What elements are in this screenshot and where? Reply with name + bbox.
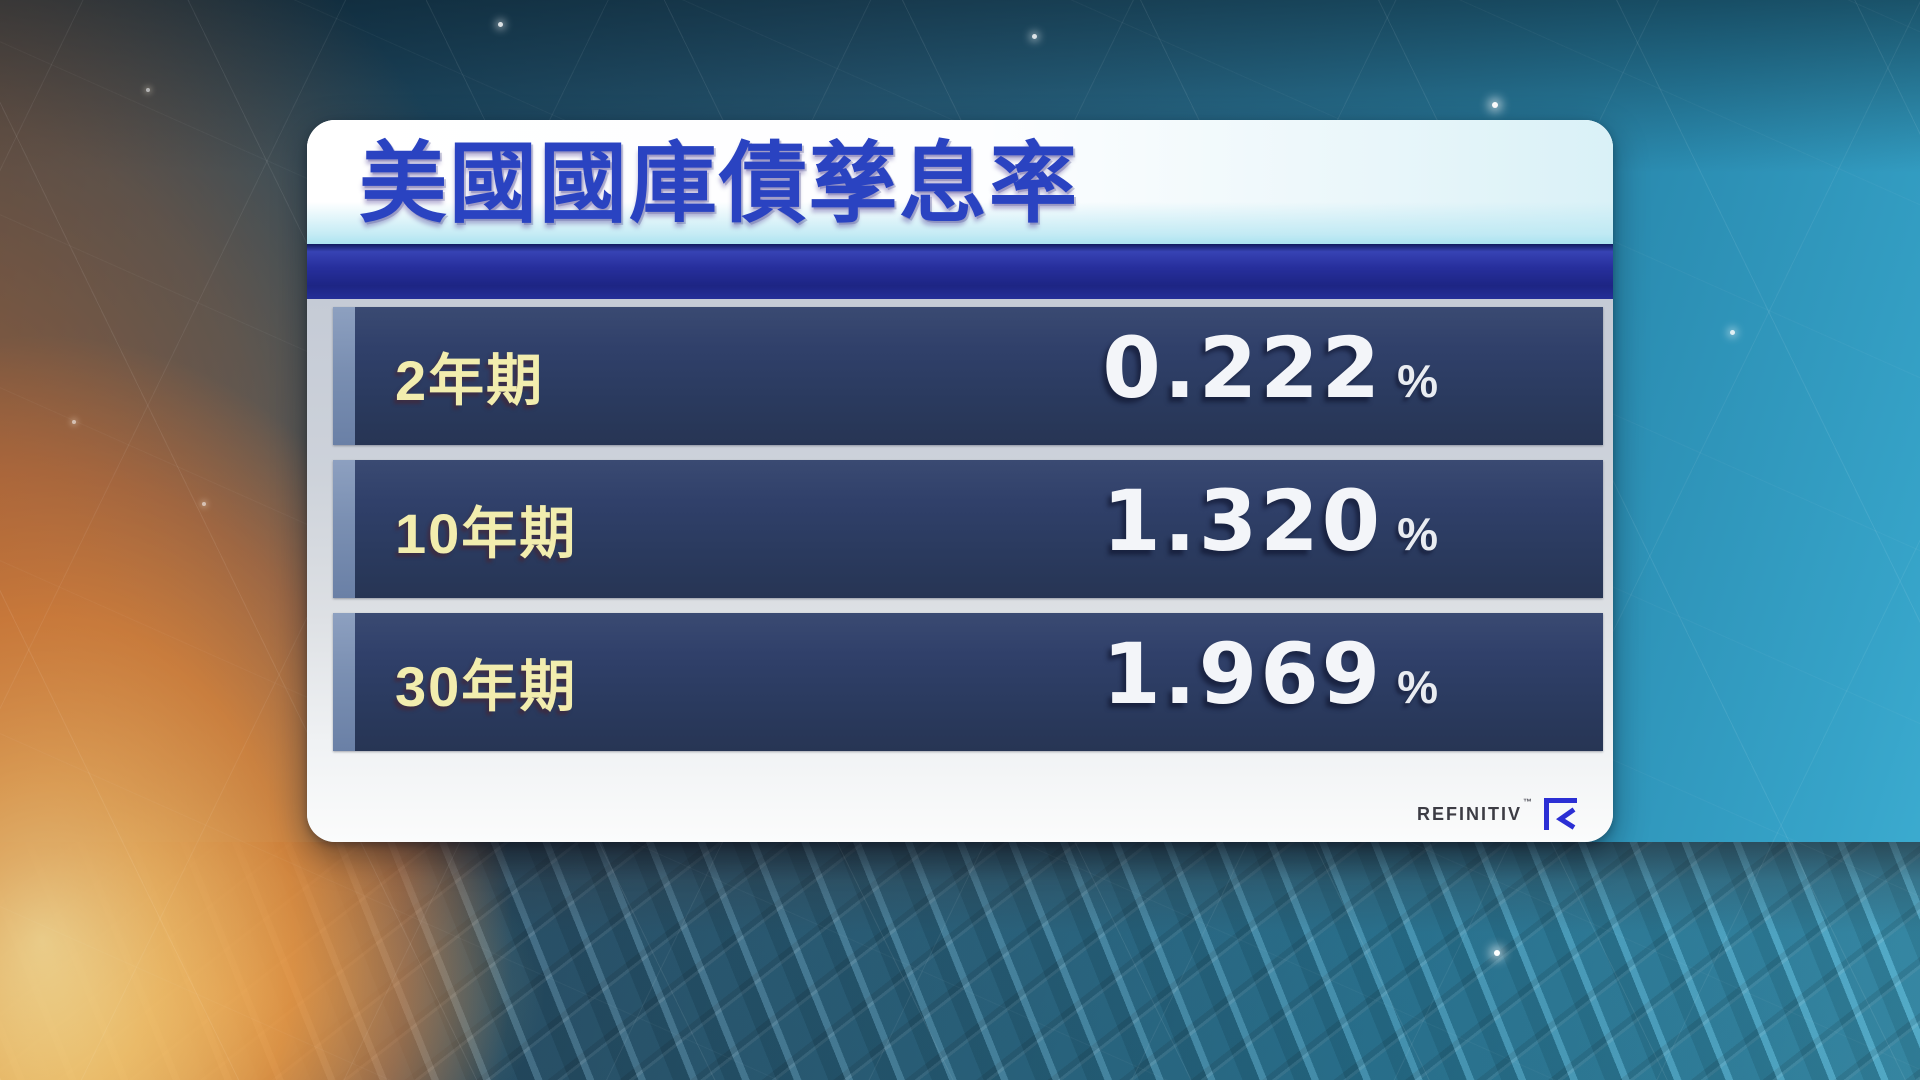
- sparkle-dot: [146, 88, 150, 92]
- row-accent-strip: [333, 460, 355, 598]
- card-title-zone: [307, 120, 1613, 244]
- tenor-label: 2年期: [395, 348, 545, 412]
- row-accent-strip: [333, 307, 355, 445]
- sparkle-dot: [202, 502, 206, 506]
- table-row: 2年期 0.222 %: [333, 307, 1603, 445]
- page-title: 美國國庫債孳息率: [359, 134, 1080, 233]
- yield-number: 0.222: [1102, 319, 1384, 417]
- tenor-label: 30年期: [395, 654, 578, 718]
- yield-value: 1.320 %: [1102, 472, 1438, 570]
- yield-number: 1.320: [1102, 472, 1384, 570]
- tenor-label: 10年期: [395, 501, 578, 565]
- refinitiv-wordmark: REFINITIV™: [1416, 797, 1534, 825]
- percent-sign: %: [1397, 508, 1438, 560]
- refinitiv-wordmark-text: REFINITIV: [1416, 803, 1522, 824]
- brand-lockup: REFINITIV™: [1417, 797, 1579, 831]
- refinitiv-arrow-icon: [1544, 798, 1577, 830]
- yield-value: 0.222 %: [1102, 319, 1438, 417]
- sparkle-dot: [1032, 34, 1037, 39]
- sparkle-dot: [1492, 102, 1498, 108]
- sparkle-dot: [72, 420, 76, 424]
- title-underline-band: [307, 244, 1613, 299]
- table-row: 10年期 1.320 %: [333, 460, 1603, 598]
- sparkle-dot: [498, 22, 503, 27]
- sparkle-dot: [1730, 330, 1735, 335]
- trademark-symbol: ™: [1523, 796, 1534, 807]
- yield-value: 1.969 %: [1102, 625, 1438, 723]
- percent-sign: %: [1397, 661, 1438, 713]
- sparkle-dot: [1494, 950, 1500, 956]
- row-accent-strip: [333, 613, 355, 751]
- yield-card: 美國國庫債孳息率 2年期 0.222 % 10年期 1.320 % 30年期 1…: [307, 120, 1613, 842]
- table-row: 30年期 1.969 %: [333, 613, 1603, 751]
- percent-sign: %: [1397, 355, 1438, 407]
- yield-number: 1.969: [1102, 625, 1384, 723]
